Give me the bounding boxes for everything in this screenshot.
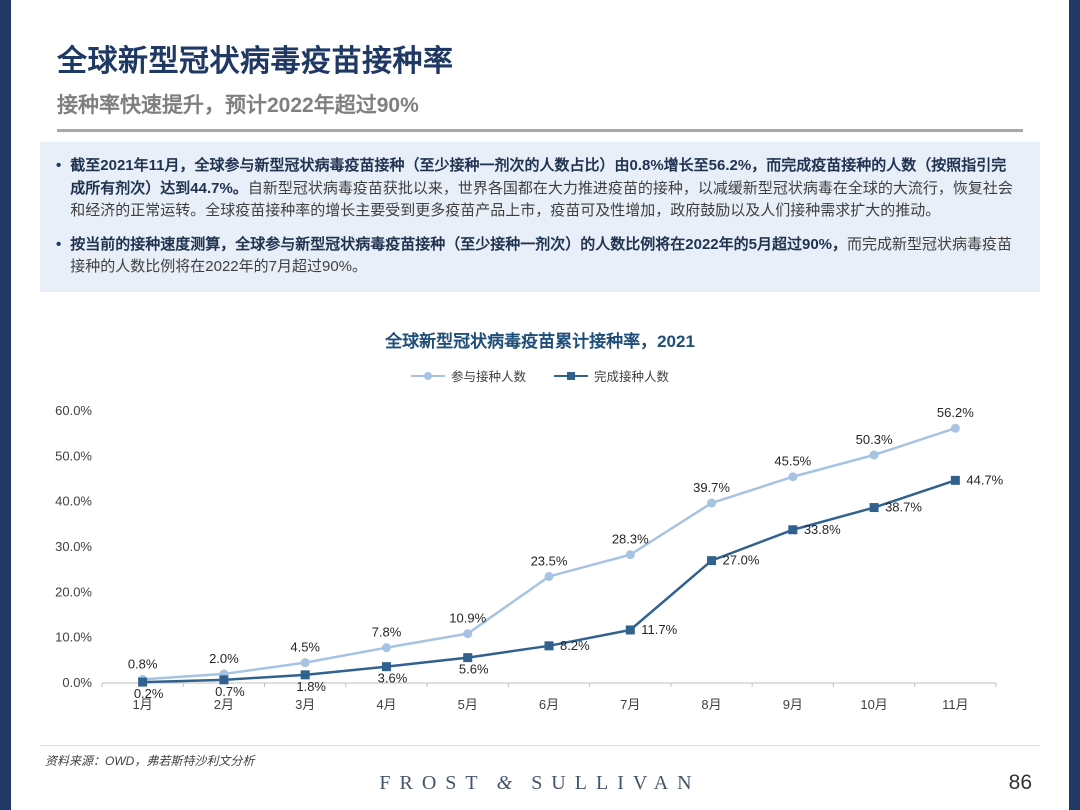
data-label: 50.3% xyxy=(856,432,893,447)
brand-ampersand: & xyxy=(496,772,522,794)
line-chart: 0.0% 10.0% 20.0% 30.0% 40.0% 50.0% 60.0% 1月 2月 3月… xyxy=(40,393,1040,733)
data-label: 0.2% xyxy=(134,686,164,701)
brand-left: FROST xyxy=(379,772,487,794)
x-tick-label: 1月 xyxy=(133,697,153,712)
slide-header: 全球新型冠状病毒疫苗接种率 接种率快速提升，预计2022年超过90% xyxy=(57,36,1023,132)
x-tick-label: 11月 xyxy=(942,697,969,712)
y-tick-label: 40.0% xyxy=(55,494,92,509)
data-point xyxy=(544,571,554,581)
brand-logo: FROST & SULLIVAN xyxy=(0,772,1080,795)
series-line-1 xyxy=(142,479,956,684)
data-point xyxy=(788,525,798,535)
data-point xyxy=(544,641,554,651)
data-label: 2.0% xyxy=(209,651,239,666)
legend-item: 完成接种人数 xyxy=(554,366,669,385)
data-label: 28.3% xyxy=(612,532,649,547)
data-label: 23.5% xyxy=(531,553,568,568)
data-label: 11.7% xyxy=(641,622,677,637)
data-label: 33.8% xyxy=(804,522,841,537)
left-edge-bar xyxy=(0,0,11,810)
x-tick-label: 3月 xyxy=(295,697,315,712)
data-label: 7.8% xyxy=(372,625,402,640)
y-tick-label: 10.0% xyxy=(55,630,92,645)
chart-svg: 0.0% 10.0% 20.0% 30.0% 40.0% 50.0% 60.0% 1月 2月 3月… xyxy=(55,403,1004,712)
data-label: 27.0% xyxy=(723,553,760,568)
x-tick-label: 8月 xyxy=(701,697,721,712)
bullet-item: • 截至2021年11月，全球参与新型冠状病毒疫苗接种（至少接种一剂次的人数占比）… xyxy=(56,155,1020,223)
data-point xyxy=(625,625,635,635)
x-tick-label: 6月 xyxy=(539,697,559,712)
x-tick-label: 7月 xyxy=(620,697,640,712)
bullet-text: 按当前的接种速度测算，全球参与新型冠状病毒疫苗接种（至少接种一剂次）的人数比例将… xyxy=(70,235,1013,276)
legend-item: 参与接种人数 xyxy=(410,366,526,385)
brand-right: SULLIVAN xyxy=(531,772,701,794)
page-title: 全球新型冠状病毒疫苗接种率 xyxy=(57,45,454,78)
chart-legend: 参与接种人数 完成接种人数 xyxy=(40,366,1040,385)
data-label: 44.7% xyxy=(966,472,1003,487)
footer-divider xyxy=(40,745,1040,746)
x-tick-label: 4月 xyxy=(376,697,396,712)
legend-marker-icon xyxy=(554,371,588,380)
data-point xyxy=(138,677,148,687)
data-point xyxy=(219,675,229,685)
data-label: 0.7% xyxy=(215,684,245,699)
data-label: 3.6% xyxy=(378,671,408,686)
data-point xyxy=(950,475,960,485)
x-tick-label: 10月 xyxy=(860,697,887,712)
data-point xyxy=(463,653,473,663)
page-subtitle: 接种率快速提升，预计2022年超过90% xyxy=(57,94,419,117)
chart-section: 全球新型冠状病毒疫苗累计接种率，2021 参与接种人数 完成接种人数 0.0% 10… xyxy=(40,327,1040,733)
data-label: 10.9% xyxy=(449,611,486,626)
data-label: 5.6% xyxy=(459,662,489,677)
source-note: 资料来源：OWD，弗若斯特沙利文分析 xyxy=(45,754,255,768)
legend-label: 参与接种人数 xyxy=(450,370,526,384)
data-point xyxy=(707,498,717,508)
bullet-marker: • xyxy=(56,235,62,253)
data-label: 8.2% xyxy=(560,638,590,653)
legend-label: 完成接种人数 xyxy=(594,370,670,384)
y-tick-label: 60.0% xyxy=(55,403,92,418)
bullet-marker: • xyxy=(56,157,62,174)
bullet-list: • 截至2021年11月，全球参与新型冠状病毒疫苗接种（至少接种一剂次的人数占比）… xyxy=(56,155,1020,279)
data-point xyxy=(869,503,879,513)
data-point xyxy=(300,670,310,680)
bullet-text: 截至2021年11月，全球参与新型冠状病毒疫苗接种（至少接种一剂次的人数占比）由… xyxy=(70,157,1013,219)
data-label: 38.7% xyxy=(885,500,922,515)
data-point xyxy=(463,629,473,639)
data-label: 39.7% xyxy=(693,480,730,495)
data-point xyxy=(381,643,391,653)
y-tick-label: 30.0% xyxy=(55,539,92,554)
y-tick-label: 50.0% xyxy=(55,448,92,463)
data-label: 0.8% xyxy=(128,656,158,671)
x-tick-label: 5月 xyxy=(458,697,478,712)
data-label: 1.8% xyxy=(296,679,326,694)
y-tick-label: 20.0% xyxy=(55,584,92,599)
data-label: 56.2% xyxy=(937,405,974,420)
data-point xyxy=(788,472,798,482)
data-point xyxy=(869,450,879,460)
summary-box: • 截至2021年11月，全球参与新型冠状病毒疫苗接种（至少接种一剂次的人数占比）… xyxy=(40,142,1040,292)
legend-marker-icon xyxy=(410,371,445,380)
data-label: 4.5% xyxy=(290,640,320,655)
data-point xyxy=(950,423,960,433)
right-edge-bar xyxy=(1069,0,1080,810)
header-divider xyxy=(57,129,1023,132)
data-label: 45.5% xyxy=(774,454,811,469)
data-point xyxy=(707,556,717,566)
data-point xyxy=(381,662,391,672)
data-point xyxy=(300,658,310,668)
y-tick-label: 0.0% xyxy=(62,675,92,690)
page-number: 86 xyxy=(1008,771,1032,794)
data-point xyxy=(625,550,635,560)
x-tick-label: 2月 xyxy=(214,697,234,712)
chart-title: 全球新型冠状病毒疫苗累计接种率，2021 xyxy=(385,332,695,351)
x-tick-label: 9月 xyxy=(783,697,803,712)
bullet-item: • 按当前的接种速度测算，全球参与新型冠状病毒疫苗接种（至少接种一剂次）的人数比例… xyxy=(56,234,1020,279)
